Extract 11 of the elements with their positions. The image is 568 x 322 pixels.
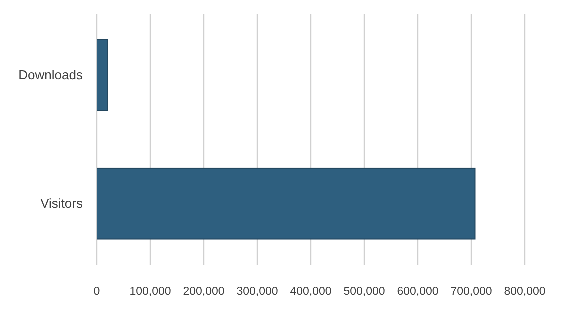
x-tick-label: 400,000 <box>290 286 332 298</box>
y-tick-label: Downloads <box>18 67 84 82</box>
y-tick-label: Visitors <box>40 196 84 212</box>
x-tick-label: 200,000 <box>183 286 225 298</box>
x-tick-label: 600,000 <box>397 286 439 298</box>
x-tick-label: 700,000 <box>450 286 492 298</box>
x-tick-label: 100,000 <box>130 286 172 298</box>
x-tick-label: 800,000 <box>504 286 546 298</box>
x-tick-label: 0 <box>94 286 100 298</box>
x-tick-label: 300,000 <box>236 286 278 298</box>
x-tick-label: 500,000 <box>344 286 386 298</box>
